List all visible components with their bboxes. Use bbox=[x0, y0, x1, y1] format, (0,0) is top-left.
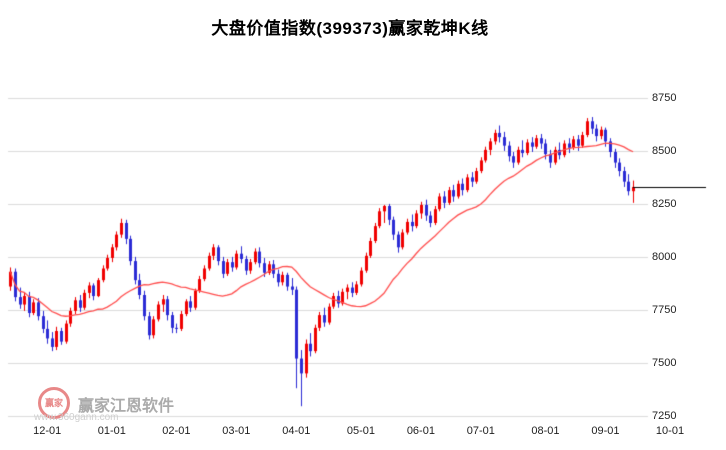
chart-title: 大盘价值指数(399373)赢家乾坤K线 bbox=[211, 19, 489, 38]
